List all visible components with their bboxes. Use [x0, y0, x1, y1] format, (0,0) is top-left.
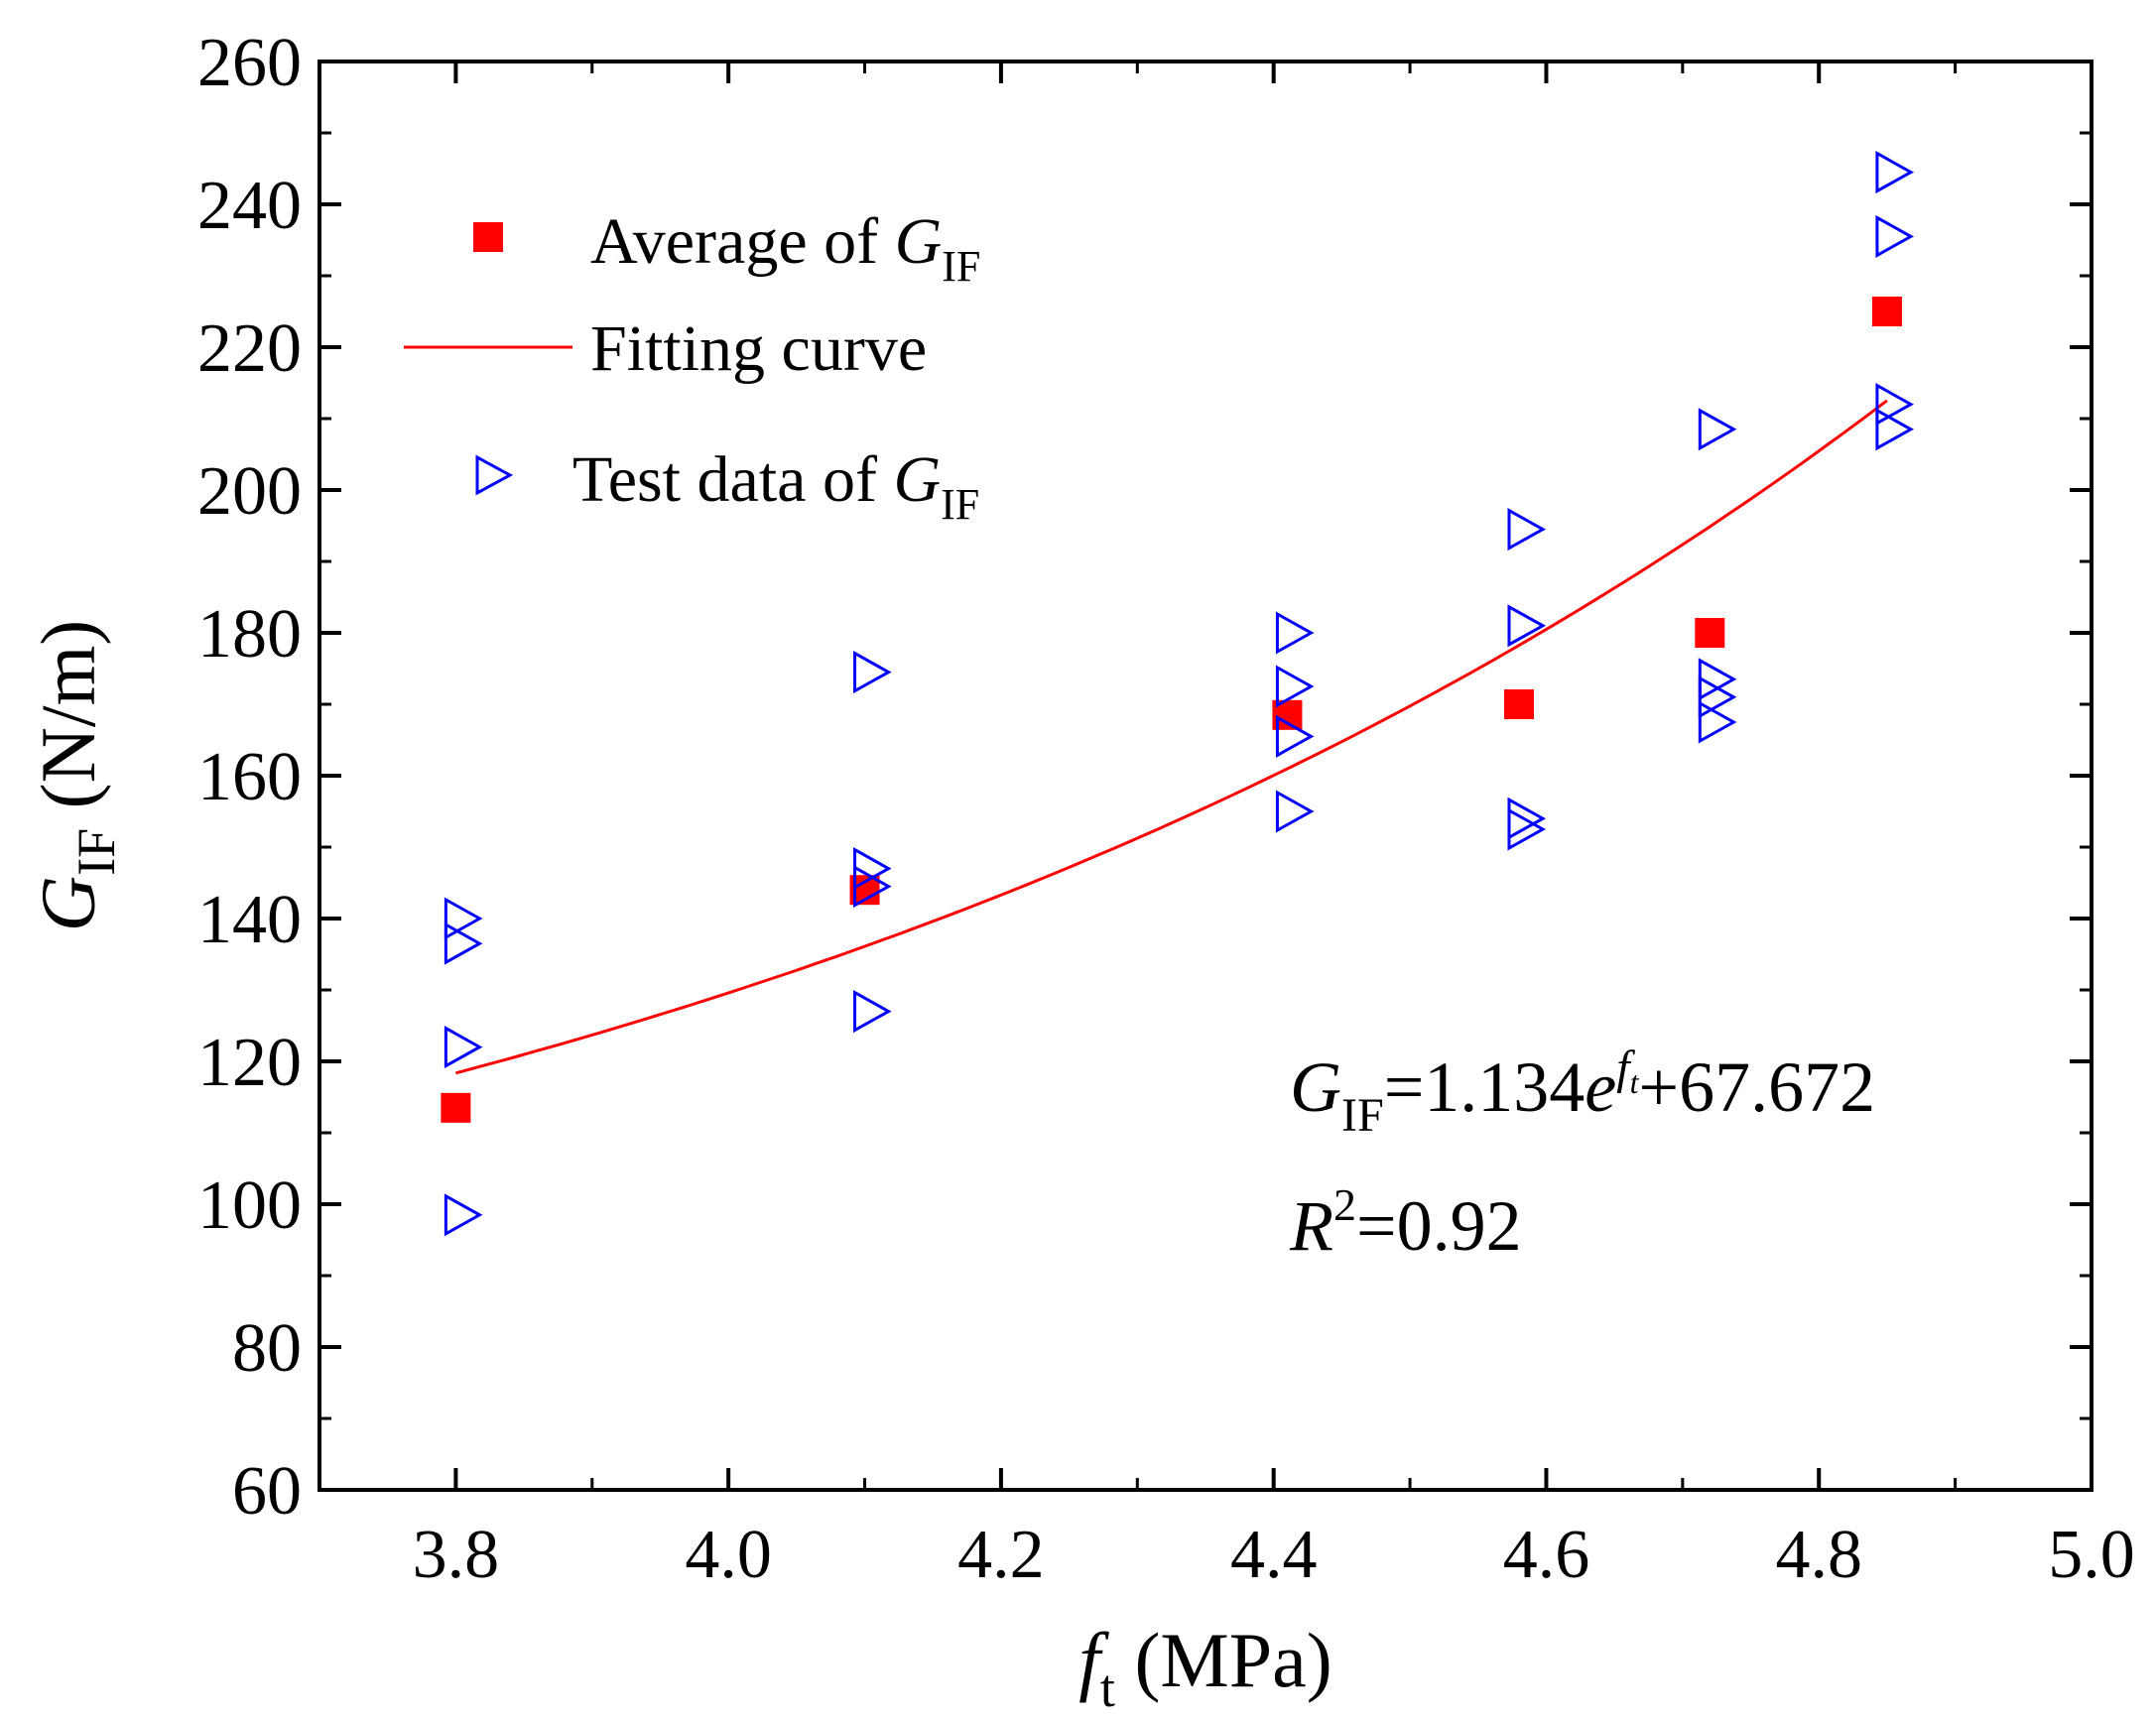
test-data-points — [444, 151, 1914, 1237]
test-data-marker — [1698, 700, 1737, 744]
y-tick-label: 140 — [197, 882, 302, 958]
test-data-marker — [1875, 383, 1914, 427]
fit-equation: GIF=1.134eft+67.672 — [1290, 1042, 1875, 1142]
test-data-marker — [853, 990, 892, 1034]
test-data-marker — [1875, 408, 1914, 451]
test-data-marker — [444, 922, 483, 965]
y-tick-label: 220 — [197, 310, 302, 387]
test-data-marker — [1275, 611, 1315, 655]
y-tick-label: 160 — [197, 739, 302, 815]
test-data-marker — [444, 1193, 483, 1237]
y-tick-label: 80 — [232, 1310, 302, 1387]
test-data-marker — [1507, 508, 1547, 552]
test-data-marker — [853, 651, 892, 694]
test-data-marker — [1698, 658, 1737, 701]
x-tick-label: 4.8 — [1775, 1517, 1862, 1593]
average-marker — [1871, 297, 1902, 326]
y-tick-label: 240 — [197, 168, 302, 244]
test-data-marker — [853, 865, 892, 909]
r-squared: R2=0.92 — [1289, 1179, 1522, 1266]
x-tick-label: 5.0 — [2048, 1517, 2135, 1593]
y-tick-label: 200 — [197, 453, 302, 530]
test-data-marker — [1275, 665, 1315, 708]
y-axis-title: GIF (N/m) — [25, 620, 126, 931]
y-axis-ticks: 60 80 100 120 140 160 180 200 220 240 260 — [197, 25, 2092, 1530]
x-axis-title: ft (MPa) — [1078, 1617, 1332, 1718]
average-marker — [1695, 618, 1725, 648]
test-data-marker — [1507, 807, 1547, 851]
x-tick-label: 3.8 — [413, 1517, 500, 1593]
x-tick-label: 4.2 — [957, 1517, 1045, 1593]
y-tick-label: 60 — [232, 1453, 302, 1530]
x-tick-label: 4.6 — [1503, 1517, 1590, 1593]
average-points — [441, 297, 1902, 1123]
legend: Average of GIF Fitting curve Test data o… — [404, 205, 980, 529]
y-tick-label: 120 — [197, 1025, 302, 1101]
test-data-marker — [1875, 214, 1914, 258]
legend-triangle-marker — [475, 454, 514, 496]
legend-label-average: Average of GIF — [590, 205, 980, 291]
test-data-marker — [1698, 676, 1737, 719]
y-tick-label: 100 — [197, 1168, 302, 1244]
x-tick-label: 4.0 — [685, 1517, 772, 1593]
average-marker — [441, 1092, 471, 1123]
test-data-marker — [1698, 408, 1737, 451]
x-tick-label: 4.4 — [1230, 1517, 1318, 1593]
average-marker — [1503, 689, 1534, 719]
test-data-marker — [444, 897, 483, 940]
test-data-marker — [1275, 790, 1315, 833]
test-data-marker — [1275, 714, 1315, 758]
x-axis-ticks: 3.8 4.0 4.2 4.4 4.6 4.8 5.0 — [413, 61, 2135, 1593]
test-data-marker — [444, 1026, 483, 1069]
legend-square-marker — [473, 222, 503, 252]
test-data-marker — [1507, 604, 1547, 648]
y-tick-label: 180 — [197, 596, 302, 673]
plot-frame — [317, 60, 2093, 1492]
legend-label-fitting: Fitting curve — [590, 312, 927, 385]
y-tick-label: 260 — [197, 25, 302, 101]
test-data-marker — [1875, 151, 1914, 194]
fitting-curve — [455, 399, 1888, 1075]
legend-label-test: Test data of GIF — [572, 443, 979, 529]
